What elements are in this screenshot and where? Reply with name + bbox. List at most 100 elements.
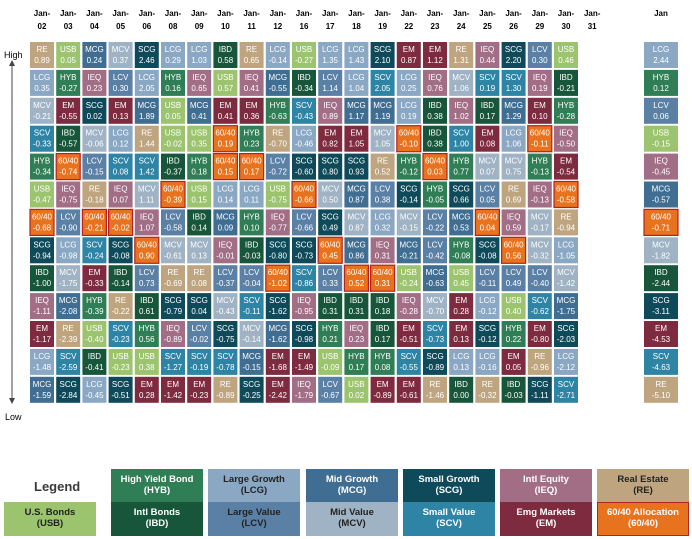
cell-block — [292, 348, 316, 375]
cell-block — [370, 348, 395, 375]
table-cell: LCG 0.13 — [449, 348, 474, 375]
cell-value: 1.04 — [349, 84, 365, 93]
cell-code: LCV — [653, 101, 669, 110]
cell-block — [344, 69, 369, 96]
column-header: Jan- — [165, 9, 182, 18]
legend: Legend U.S. Bonds (USB) High Yield Bond (HY… — [0, 462, 692, 539]
cell-code: MCV — [374, 129, 392, 138]
cell-value: -0.95 — [295, 307, 314, 316]
cell-code: IBD — [297, 73, 311, 82]
cell-code: SCV — [60, 352, 77, 361]
cell-block — [644, 69, 678, 96]
legend-item-abbr: (SCV) — [436, 518, 462, 529]
cell-code: LCG — [453, 352, 469, 361]
cell-code: LCV — [87, 157, 103, 166]
cell-block — [396, 265, 421, 292]
cell-block — [161, 376, 185, 403]
table-cell: LCG 0.11 — [239, 181, 264, 208]
cell-value: 0.49 — [322, 223, 338, 232]
table-cell: EM -0.55 — [56, 97, 81, 124]
cell-block — [449, 237, 474, 264]
cell-value: 0.19 — [401, 112, 417, 121]
cell-code: SCV — [296, 101, 313, 110]
table-cell: IEQ -0.75 — [56, 181, 81, 208]
cell-block — [644, 265, 678, 292]
cell-block — [292, 376, 316, 403]
cell-code: USB — [191, 129, 207, 138]
cell-value: 1.12 — [427, 56, 443, 65]
cell-block — [239, 293, 264, 320]
cell-code: SCG — [295, 157, 312, 166]
table-cell: LCG 1.03 — [187, 42, 212, 68]
table-cell: HYB -0.39 — [82, 293, 107, 320]
cell-block — [449, 209, 474, 236]
legend-item-abbr: (SCG) — [435, 485, 463, 496]
cell-block — [527, 348, 552, 375]
cell-code: MCG — [33, 380, 52, 389]
cell-block — [423, 237, 447, 264]
table-cell: 60/40 0.56 — [501, 236, 527, 264]
table-cell: LCV -0.40 — [527, 265, 552, 292]
cell-value: 0.86 — [349, 251, 365, 260]
cell-block — [213, 348, 238, 375]
legend-item-abbr: (EM) — [535, 518, 557, 529]
table-cell: MCV -0.70 — [423, 293, 447, 320]
cell-block — [318, 209, 343, 236]
cell-code: IEQ — [192, 73, 206, 82]
cell-value: -0.09 — [321, 363, 340, 372]
legend-title: Legend — [34, 479, 81, 494]
table-cell: LCG -1.48 — [30, 348, 54, 375]
legend-item-name: U.S. Bonds — [24, 507, 76, 519]
cell-value: 0.09 — [218, 223, 234, 232]
cell-code: RE — [89, 185, 100, 194]
cell-block — [318, 293, 343, 320]
cell-code: RE — [534, 352, 545, 361]
column-header: 31 — [588, 22, 597, 31]
cell-value: 0.16 — [165, 84, 181, 93]
cell-code: IEQ — [61, 185, 75, 194]
table-cell: LCG -0.46 — [292, 125, 316, 152]
cell-value: 0.31 — [349, 307, 365, 316]
table-cell: EM 0.10 — [527, 97, 552, 124]
cell-value: -0.66 — [295, 196, 314, 205]
table-cell: SCG -1.62 — [265, 293, 290, 320]
cell-block — [527, 265, 552, 292]
column-header: Jan- — [505, 9, 522, 18]
cell-code: 60/40 — [320, 240, 341, 249]
cell-block — [212, 153, 238, 181]
column-header: Jan- — [191, 9, 208, 18]
cell-block — [108, 265, 133, 292]
table-cell: RE 0.65 — [239, 42, 264, 68]
cell-code: 60/40 — [215, 129, 236, 138]
cell-block — [56, 376, 81, 403]
cell-block — [423, 97, 447, 124]
cell-code: MCG — [347, 240, 366, 249]
cell-block — [239, 125, 264, 152]
cell-code: IBD — [219, 45, 233, 54]
cell-value: -0.69 — [164, 279, 183, 288]
cell-code: EM — [560, 157, 572, 166]
cell-value: -0.98 — [59, 251, 78, 260]
table-cell: MCG -1.75 — [554, 293, 578, 320]
cell-code: SCV — [112, 324, 129, 333]
table-cell: LCV -0.90 — [56, 209, 81, 236]
table-cell: IEQ -1.79 — [292, 376, 316, 403]
cell-block — [134, 97, 159, 124]
table-cell: SCG -0.98 — [292, 321, 316, 347]
table-cell: LCV 0.33 — [318, 265, 343, 292]
cell-value: -2.39 — [59, 335, 78, 344]
cell-value: 0.31 — [375, 251, 391, 260]
cell-block — [187, 265, 212, 292]
cell-block — [527, 321, 552, 347]
cell-value: 0.56 — [506, 251, 522, 260]
table-cell: 60/40 -0.10 — [396, 125, 422, 153]
cell-code: 60/40 — [242, 157, 263, 166]
cell-code: MCG — [426, 268, 445, 277]
cell-block — [370, 153, 395, 180]
table-cell: IEQ 0.89 — [318, 97, 343, 124]
table-cell: USB -0.27 — [292, 42, 316, 68]
column-header: 17 — [326, 22, 335, 31]
cell-value: 0.06 — [653, 112, 669, 121]
legend-item-name: Intl Bonds — [133, 507, 181, 519]
cell-value: 0.05 — [480, 196, 496, 205]
